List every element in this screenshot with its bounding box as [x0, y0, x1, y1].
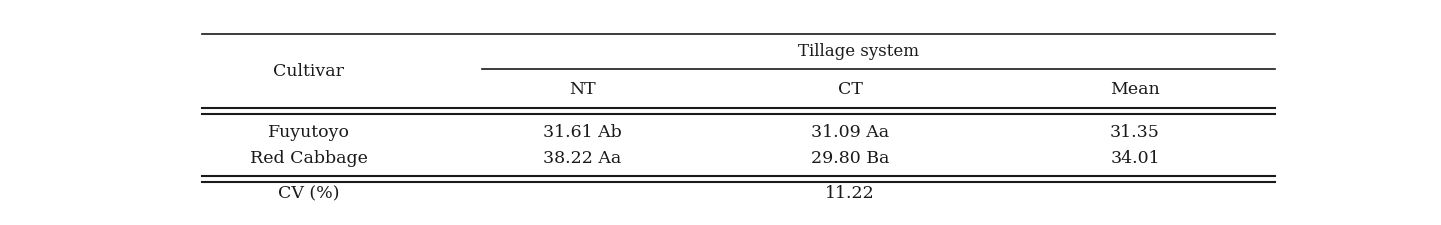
Text: 31.61 Ab: 31.61 Ab	[543, 124, 621, 141]
Text: 29.80 Ba: 29.80 Ba	[811, 150, 889, 167]
Text: Cultivar: Cultivar	[272, 63, 344, 79]
Text: CV (%): CV (%)	[278, 185, 339, 202]
Text: CT: CT	[837, 81, 863, 98]
Text: Mean: Mean	[1110, 81, 1160, 98]
Text: 34.01: 34.01	[1110, 150, 1160, 167]
Text: 11.22: 11.22	[826, 185, 875, 202]
Text: NT: NT	[569, 81, 595, 98]
Text: 31.09 Aa: 31.09 Aa	[811, 124, 889, 141]
Text: 31.35: 31.35	[1110, 124, 1160, 141]
Text: Fuyutoyo: Fuyutoyo	[268, 124, 350, 141]
Text: 38.22 Aa: 38.22 Aa	[543, 150, 621, 167]
Text: Tillage system: Tillage system	[798, 43, 919, 60]
Text: Red Cabbage: Red Cabbage	[249, 150, 367, 167]
